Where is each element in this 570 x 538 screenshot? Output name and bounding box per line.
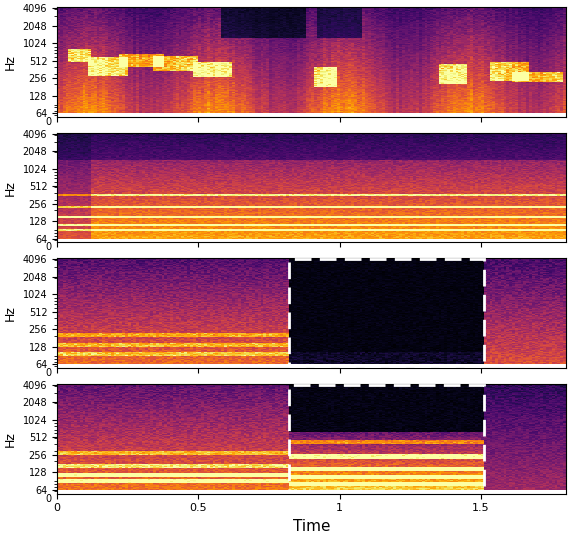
Text: 0: 0 xyxy=(46,368,52,378)
Y-axis label: Hz: Hz xyxy=(4,180,17,195)
Text: 0: 0 xyxy=(46,117,52,127)
Text: 0: 0 xyxy=(46,493,52,504)
Text: 0: 0 xyxy=(46,243,52,252)
Bar xyxy=(289,259,484,366)
Y-axis label: Hz: Hz xyxy=(4,305,17,321)
Y-axis label: Hz: Hz xyxy=(4,54,17,70)
Bar xyxy=(289,385,484,491)
Y-axis label: Hz: Hz xyxy=(4,431,17,447)
X-axis label: Time: Time xyxy=(293,519,330,534)
